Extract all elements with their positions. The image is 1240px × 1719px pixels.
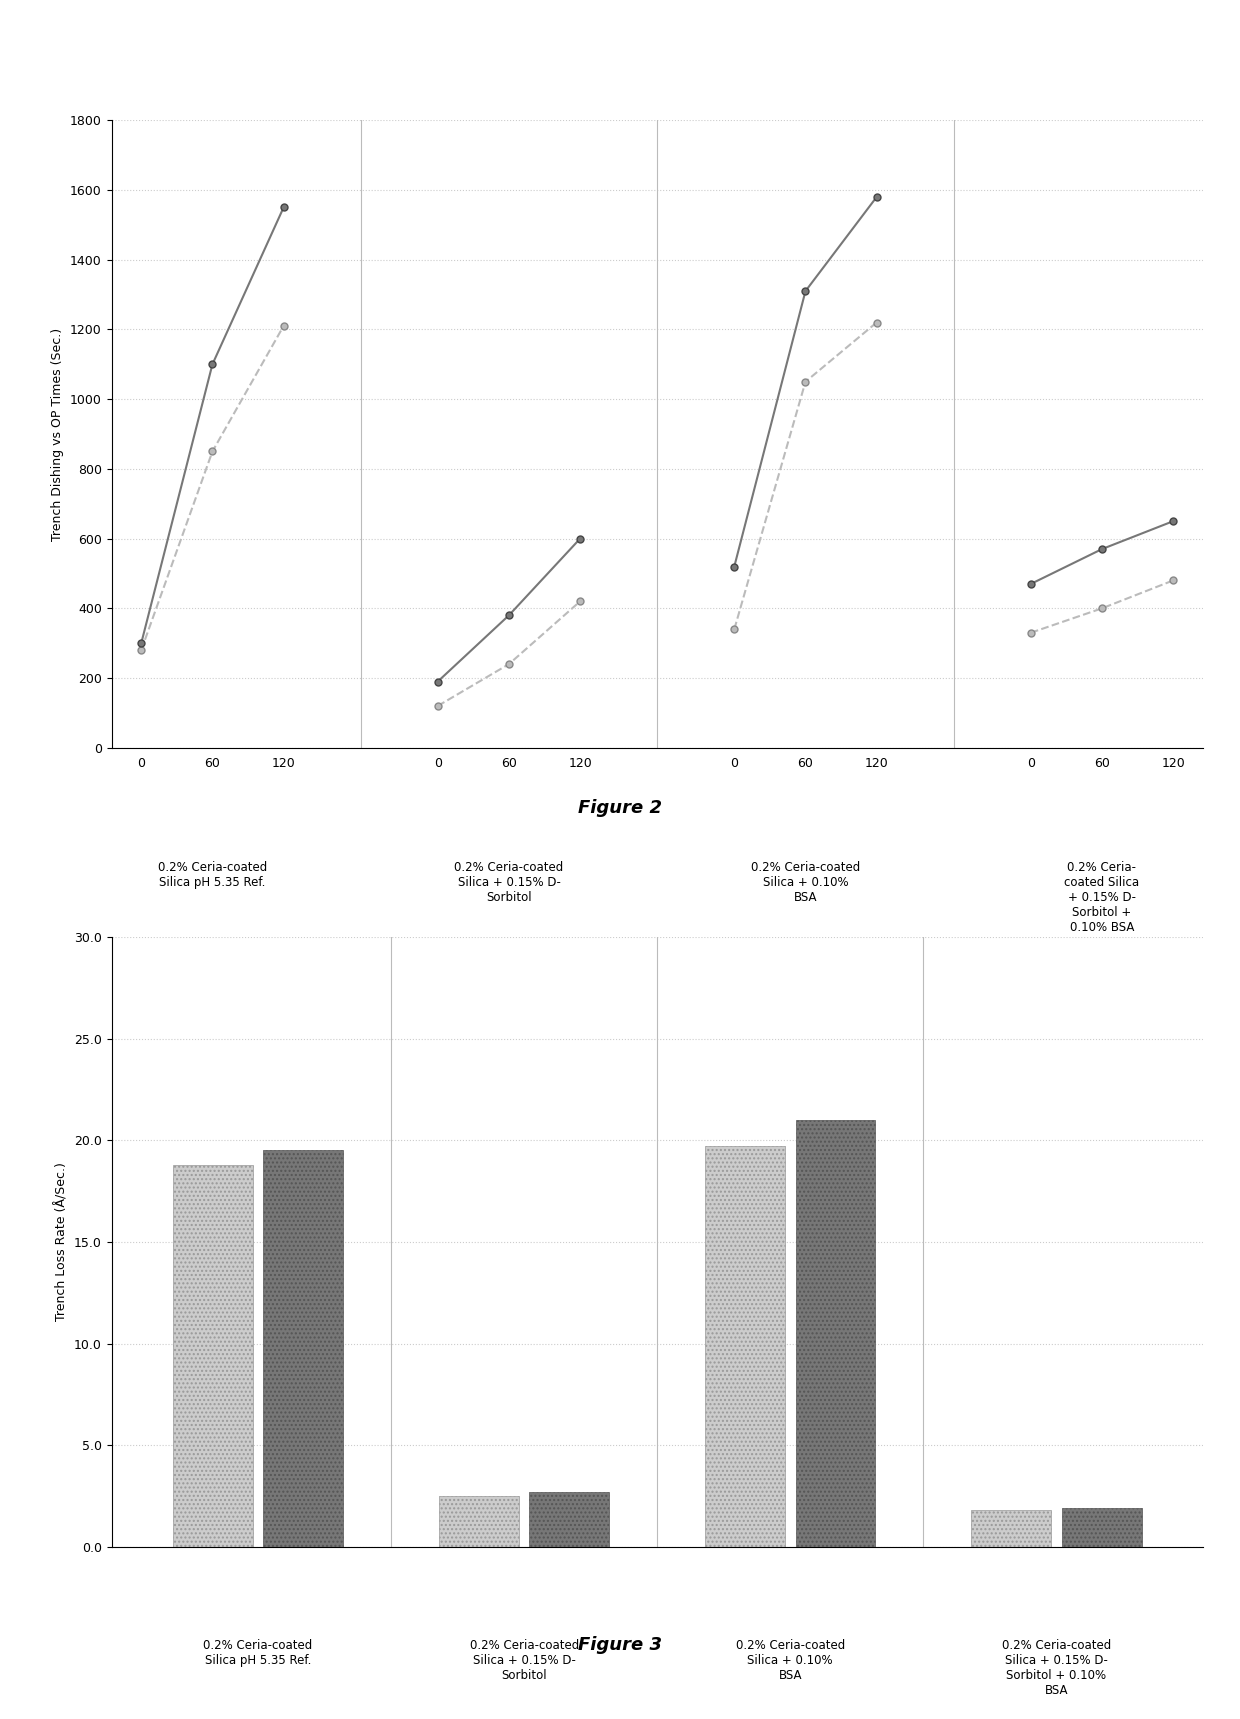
Text: 0.2% Ceria-coated
Silica + 0.10%
BSA: 0.2% Ceria-coated Silica + 0.10% BSA [735, 1638, 844, 1681]
Text: 0.2% Ceria-coated
Silica + 0.10%
BSA: 0.2% Ceria-coated Silica + 0.10% BSA [751, 861, 861, 904]
Text: 0.2% Ceria-coated
Silica + 0.15% D-
Sorbitol + 0.10%
BSA: 0.2% Ceria-coated Silica + 0.15% D- Sorb… [1002, 1638, 1111, 1697]
Bar [706, 1147, 785, 1547]
Text: 0.2% Ceria-coated
Silica + 0.15% D-
Sorbitol: 0.2% Ceria-coated Silica + 0.15% D- Sorb… [470, 1638, 579, 1681]
Text: 0.2% Ceria-coated
Silica + 0.15% D-
Sorbitol: 0.2% Ceria-coated Silica + 0.15% D- Sorb… [454, 861, 563, 904]
Bar [1061, 1509, 1142, 1547]
Bar [971, 1511, 1052, 1547]
Text: Figure 2: Figure 2 [578, 799, 662, 817]
Text: 0.2% Ceria-
coated Silica
+ 0.15% D-
Sorbitol +
0.10% BSA: 0.2% Ceria- coated Silica + 0.15% D- Sor… [1064, 861, 1140, 933]
Text: 0.2% Ceria-coated
Silica pH 5.35 Ref.: 0.2% Ceria-coated Silica pH 5.35 Ref. [203, 1638, 312, 1667]
Text: Figure 3: Figure 3 [578, 1636, 662, 1654]
Bar [439, 1496, 518, 1547]
Legend: 100um pitch dishing, 200um pitch dishing: 100um pitch dishing, 200um pitch dishing [118, 1045, 505, 1067]
Y-axis label: Trench Dishing vs OP Times (Sec.): Trench Dishing vs OP Times (Sec.) [51, 328, 64, 540]
Bar [529, 1492, 609, 1547]
Text: 0.2% Ceria-coated
Silica pH 5.35 Ref.: 0.2% Ceria-coated Silica pH 5.35 Ref. [157, 861, 267, 889]
Bar [796, 1121, 875, 1547]
Bar [263, 1150, 343, 1547]
Y-axis label: Trench Loss Rate (Å/Sec.): Trench Loss Rate (Å/Sec.) [55, 1162, 68, 1322]
Bar [172, 1165, 253, 1547]
